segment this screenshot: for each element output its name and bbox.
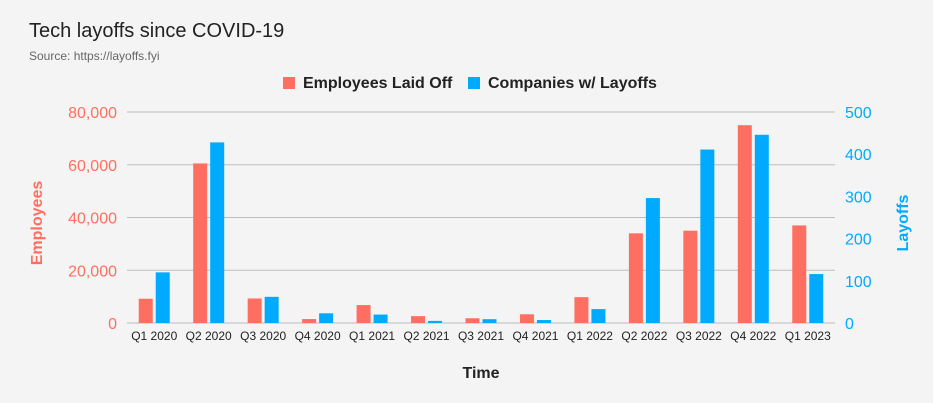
x-tick-label: Q1 2022	[567, 329, 613, 343]
bar-companies	[210, 142, 225, 323]
x-tick-label: Q2 2021	[404, 329, 450, 343]
right-tick-label: 200	[845, 232, 872, 249]
right-tick-label: 100	[845, 274, 872, 291]
x-tick-label: Q3 2021	[458, 329, 504, 343]
x-tick-label: Q1 2020	[131, 329, 177, 343]
left-tick-label: 80,000	[68, 105, 117, 122]
bar-employees	[302, 319, 317, 323]
x-axis-ticks: Q1 2020 Q2 2020 Q3 2020 Q4 2020 Q1 2021 Q2 20…	[131, 329, 831, 343]
bar-employees	[628, 233, 643, 323]
bar-companies	[591, 309, 606, 323]
bar-companies	[264, 296, 279, 323]
right-tick-label: 0	[845, 316, 854, 333]
chart-title: Tech layoffs since COVID-19	[29, 20, 285, 42]
left-tick-label: 60,000	[68, 158, 117, 175]
right-tick-label: 500	[845, 105, 872, 122]
bar-employees	[193, 163, 208, 323]
x-tick-label: Q1 2023	[785, 329, 831, 343]
bar-employees	[519, 314, 534, 323]
bar-employees	[737, 125, 752, 323]
x-tick-label: Q4 2022	[730, 329, 776, 343]
x-tick-label: Q2 2022	[621, 329, 667, 343]
chart-subtitle: Source: https://layoffs.fyi	[29, 49, 160, 63]
x-tick-label: Q4 2020	[295, 329, 341, 343]
left-tick-label: 20,000	[68, 263, 117, 280]
legend-label-companies: Companies w/ Layoffs	[488, 75, 657, 92]
bar-companies	[754, 134, 769, 323]
bar-employees	[465, 318, 480, 323]
grid-lines	[127, 111, 835, 324]
bar-employees	[683, 230, 698, 323]
bar-companies	[700, 149, 715, 323]
bar-employees	[792, 225, 807, 323]
right-axis-title: Layoffs	[895, 194, 912, 251]
bar-companies	[155, 272, 170, 323]
x-tick-label: Q4 2021	[512, 329, 558, 343]
legend-swatch-employees	[283, 77, 295, 89]
right-axis-ticks: 0 100 200 300 400 500	[845, 105, 872, 333]
left-axis-ticks: 0 20,000 40,000 60,000 80,000	[68, 105, 117, 333]
right-tick-label: 300	[845, 189, 872, 206]
bar-employees	[574, 297, 589, 323]
bar-companies	[536, 320, 551, 323]
legend-label-employees: Employees Laid Off	[303, 75, 453, 92]
bar-employees	[247, 298, 262, 323]
right-tick-label: 400	[845, 147, 872, 164]
bars	[138, 125, 824, 323]
x-tick-label: Q1 2021	[349, 329, 395, 343]
left-tick-label: 0	[108, 316, 117, 333]
bar-companies	[428, 320, 443, 323]
left-tick-label: 40,000	[68, 211, 117, 228]
bar-companies	[319, 313, 334, 323]
x-tick-label: Q2 2020	[186, 329, 232, 343]
legend-swatch-companies	[468, 77, 480, 89]
x-tick-label: Q3 2020	[240, 329, 286, 343]
bar-employees	[411, 316, 426, 323]
bar-companies	[373, 314, 388, 323]
x-tick-label: Q3 2022	[676, 329, 722, 343]
legend: Employees Laid Off Companies w/ Layoffs	[283, 75, 657, 92]
x-axis-title: Time	[462, 365, 499, 382]
bar-companies	[645, 198, 660, 323]
bar-employees	[356, 305, 371, 323]
bar-companies	[482, 319, 497, 323]
left-axis-title: Employees	[29, 181, 46, 266]
bar-companies	[809, 274, 824, 323]
bar-employees	[138, 298, 153, 323]
